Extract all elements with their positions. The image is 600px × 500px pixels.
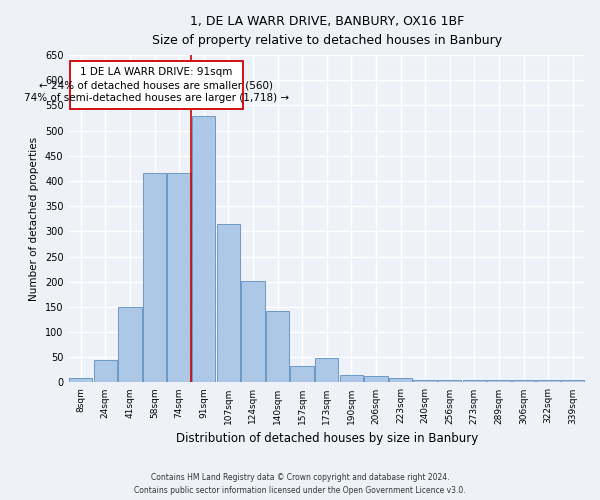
Bar: [413, 380, 437, 382]
Bar: [340, 376, 363, 382]
Bar: [389, 378, 412, 382]
Bar: [241, 280, 265, 382]
Text: 1 DE LA WARR DRIVE: 91sqm: 1 DE LA WARR DRIVE: 91sqm: [80, 67, 233, 77]
Bar: [143, 174, 166, 382]
Bar: [94, 360, 117, 382]
Bar: [217, 224, 240, 382]
Bar: [69, 378, 92, 382]
Text: 74% of semi-detached houses are larger (1,718) →: 74% of semi-detached houses are larger (…: [24, 93, 289, 103]
Bar: [167, 174, 191, 382]
Text: Contains HM Land Registry data © Crown copyright and database right 2024.
Contai: Contains HM Land Registry data © Crown c…: [134, 474, 466, 495]
Bar: [512, 380, 535, 382]
X-axis label: Distribution of detached houses by size in Banbury: Distribution of detached houses by size …: [176, 432, 478, 445]
Bar: [192, 116, 215, 382]
Bar: [561, 380, 584, 382]
Bar: [438, 380, 461, 382]
Bar: [487, 380, 511, 382]
Bar: [463, 380, 486, 382]
Text: ← 24% of detached houses are smaller (560): ← 24% of detached houses are smaller (56…: [40, 80, 274, 90]
Y-axis label: Number of detached properties: Number of detached properties: [29, 136, 40, 301]
Bar: [118, 307, 142, 382]
FancyBboxPatch shape: [70, 61, 243, 109]
Bar: [364, 376, 388, 382]
Bar: [536, 380, 560, 382]
Title: 1, DE LA WARR DRIVE, BANBURY, OX16 1BF
Size of property relative to detached hou: 1, DE LA WARR DRIVE, BANBURY, OX16 1BF S…: [152, 15, 502, 47]
Bar: [315, 358, 338, 382]
Bar: [266, 311, 289, 382]
Bar: [290, 366, 314, 382]
